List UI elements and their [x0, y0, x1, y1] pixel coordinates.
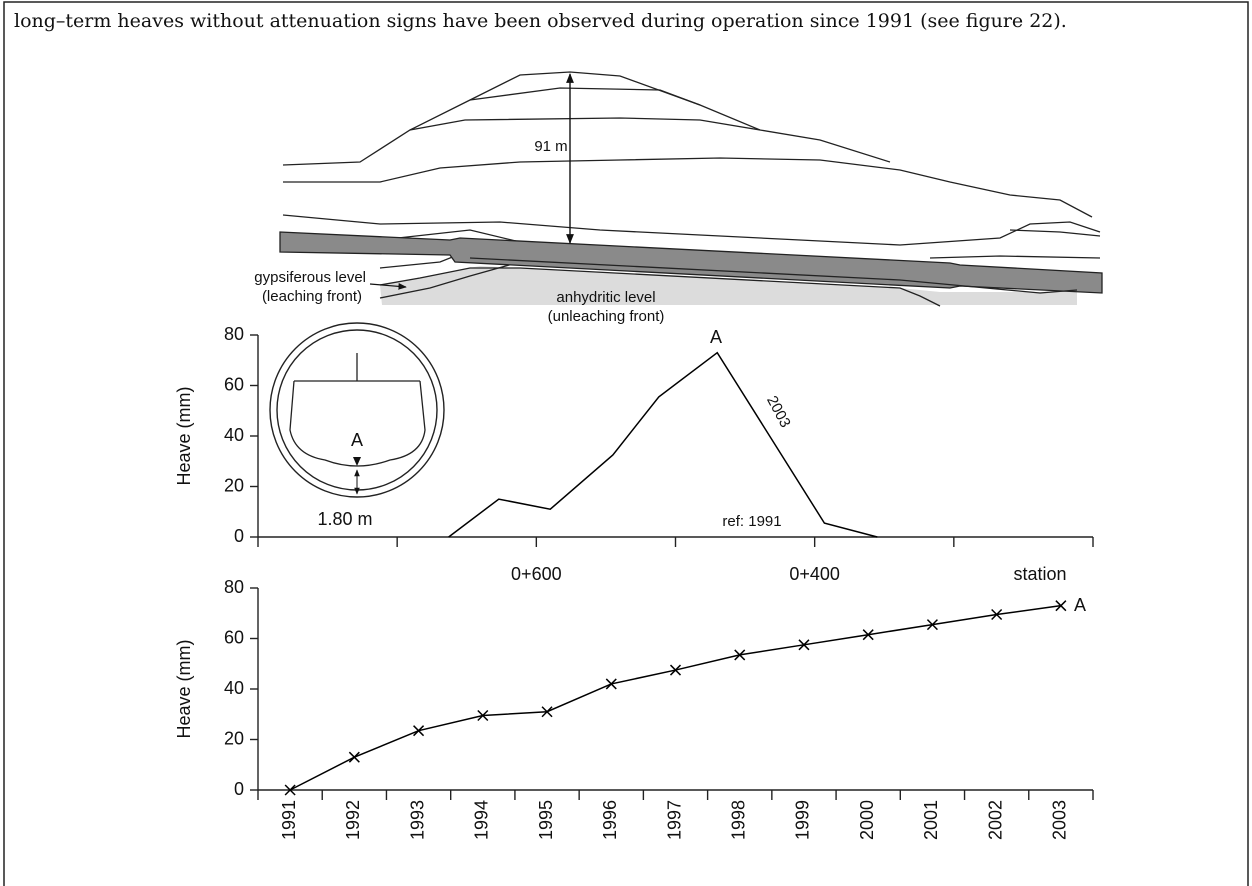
y-tick-label: 20 [224, 475, 244, 495]
gypsiferous-label: gypsiferous level [254, 269, 366, 286]
x-tick-label: 1993 [407, 800, 427, 840]
tunnel-inset [269, 322, 445, 498]
y-axis-label: Heave (mm) [174, 386, 194, 485]
y-tick-label: 80 [224, 324, 244, 344]
peak-label: A [710, 327, 722, 347]
data-marker [284, 784, 296, 796]
x-tick-label: 1991 [279, 800, 299, 840]
anhydritic-label: anhydritic level [556, 289, 655, 306]
anhydritic-note: (unleaching front) [548, 308, 665, 325]
y-tick-label: 60 [224, 374, 244, 394]
y-tick-label: 0 [234, 526, 244, 546]
y-tick-label: 20 [224, 728, 244, 748]
x-tick-label: 2003 [1050, 800, 1070, 840]
x-tick-label: 2001 [921, 800, 941, 840]
x-axis-label: station [1013, 564, 1066, 584]
inset-point-label: A [351, 430, 363, 450]
x-tick-label: 1999 [793, 800, 813, 840]
height-label: 91 m [534, 138, 567, 155]
x-tick-label: 0+400 [789, 564, 840, 584]
caption-text: long–term heaves without attenuation sig… [14, 10, 1067, 32]
y-tick-label: 60 [224, 627, 244, 647]
data-line [289, 604, 1061, 791]
gypsiferous-note: (leaching front) [262, 288, 362, 305]
x-tick-label: 1995 [536, 800, 556, 840]
x-tick-label: 1998 [728, 800, 748, 840]
y-axis-label: Heave (mm) [174, 639, 194, 738]
frame [3, 1, 1249, 886]
x-tick-label: 1997 [664, 800, 684, 840]
x-tick-label: 1992 [343, 800, 363, 840]
ref-note: ref: 1991 [722, 513, 781, 530]
y-tick-label: 40 [224, 425, 244, 445]
x-tick-label: 1996 [600, 800, 620, 840]
y-tick-label: 80 [224, 577, 244, 597]
y-tick-label: 0 [234, 779, 244, 799]
end-label: A [1074, 595, 1086, 615]
geologic-section [279, 71, 1103, 307]
data-line [448, 351, 878, 538]
y-tick-label: 40 [224, 678, 244, 698]
x-tick-label: 1994 [472, 800, 492, 840]
series-label: 2003 [763, 393, 794, 430]
inset-depth-label: 1.80 m [317, 509, 372, 529]
x-tick-label: 2000 [857, 800, 877, 840]
x-tick-label: 2002 [985, 800, 1005, 840]
x-tick-label: 0+600 [511, 564, 562, 584]
